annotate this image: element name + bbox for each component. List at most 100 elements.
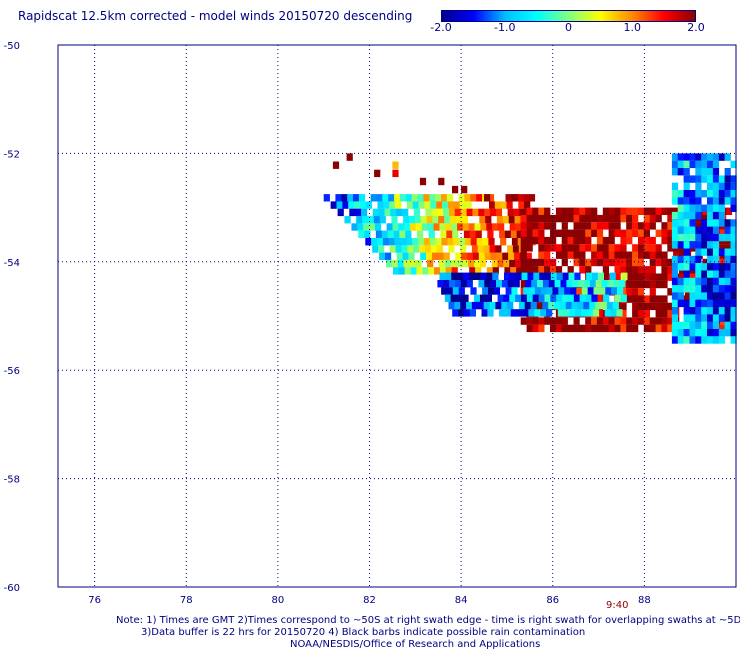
wind-cell [528, 194, 536, 202]
wind-cell [573, 222, 580, 230]
wind-cell [510, 267, 517, 275]
wind-cell [677, 255, 684, 264]
wind-cell [677, 204, 684, 212]
wind-cell [718, 190, 725, 198]
wind-cell [504, 267, 511, 275]
wind-cell [495, 245, 502, 253]
wind-cell [455, 252, 462, 260]
wind-cell [397, 259, 404, 268]
wind-cell [567, 251, 574, 259]
wind-cell [730, 285, 737, 293]
wind-cell [369, 223, 376, 231]
wind-cell [695, 255, 702, 264]
wind-cell [677, 233, 684, 242]
wind-cell [638, 229, 645, 237]
wind-cell [401, 245, 408, 253]
wind-cell [561, 258, 568, 267]
wind-cell [667, 288, 674, 296]
wind-cell [479, 216, 486, 224]
wind-cell [492, 272, 499, 280]
wind-cell [655, 317, 662, 325]
wind-cell [358, 230, 365, 238]
wind-cell [701, 270, 708, 278]
wind-cell [695, 248, 702, 256]
wind-cell [649, 317, 656, 325]
wind-cell [591, 251, 598, 259]
wind-cell [683, 329, 690, 337]
wind-cell [507, 280, 514, 288]
wind-cell [538, 222, 545, 230]
wind-cell [608, 236, 615, 245]
wind-cell [667, 222, 674, 230]
wind-cell [620, 258, 627, 267]
wind-cell [439, 267, 447, 275]
wind-cell [649, 207, 656, 215]
wind-cell [560, 280, 567, 288]
wind-cell [485, 294, 492, 302]
wind-cell [689, 160, 696, 169]
wind-cell [482, 238, 489, 246]
wind-cell [405, 194, 412, 202]
wind-cell [524, 201, 531, 209]
wind-cell [661, 273, 668, 281]
wind-cell [695, 204, 702, 212]
wind-cell [591, 244, 598, 252]
wind-cell [361, 208, 368, 217]
wind-cell [730, 175, 737, 183]
wind-cell [357, 223, 364, 231]
wind-cell [683, 277, 690, 286]
wind-cell [671, 219, 679, 227]
wind-cell [556, 294, 563, 302]
wind-cell [730, 336, 737, 344]
wind-cell [689, 211, 696, 220]
wind-cell [683, 241, 690, 249]
wind-cell [538, 251, 545, 259]
wind-cell [730, 329, 737, 337]
wind-cell [563, 309, 570, 317]
wind-cell [707, 226, 714, 234]
wind-cell [730, 277, 737, 286]
wind-cell [462, 294, 469, 302]
wind-cell [516, 309, 523, 317]
wind-cell [469, 267, 476, 275]
wind-cell [386, 223, 393, 231]
wind-cell [608, 324, 615, 333]
wind-cell [458, 287, 465, 295]
wind-cell [460, 301, 467, 310]
wind-cell [490, 252, 497, 260]
wind-cell [542, 301, 549, 310]
wind-cell [712, 285, 720, 293]
wind-cell [456, 259, 463, 268]
wind-cell [444, 294, 451, 302]
wind-cell [495, 301, 502, 310]
wind-cell [484, 208, 491, 217]
wind-cell [481, 309, 488, 317]
wind-cell [516, 230, 523, 238]
wind-cell [400, 238, 407, 246]
wind-cell [571, 301, 578, 310]
wind-cell [417, 230, 424, 238]
wind-cell [677, 241, 684, 249]
wind-cell [504, 230, 512, 238]
wind-cell [550, 324, 557, 333]
wind-cell [724, 255, 731, 264]
wind-cell [707, 270, 714, 278]
wind-cell [620, 294, 627, 302]
wind-cell [372, 208, 379, 217]
wind-cell [591, 324, 598, 333]
wind-cell [443, 208, 450, 217]
wind-cell [463, 230, 471, 238]
wind-cell [450, 259, 457, 268]
wind-cell [526, 222, 533, 230]
wind-cell [683, 226, 690, 234]
wind-cell [695, 292, 702, 300]
wind-cell [730, 321, 737, 330]
wind-cell [450, 216, 457, 224]
wind-cell [608, 214, 615, 223]
wind-cell [614, 258, 621, 267]
wind-cell [614, 273, 621, 281]
wind-cell [515, 223, 522, 231]
wind-cell [602, 266, 609, 274]
wind-cell [632, 229, 639, 237]
wind-cell [683, 175, 690, 183]
